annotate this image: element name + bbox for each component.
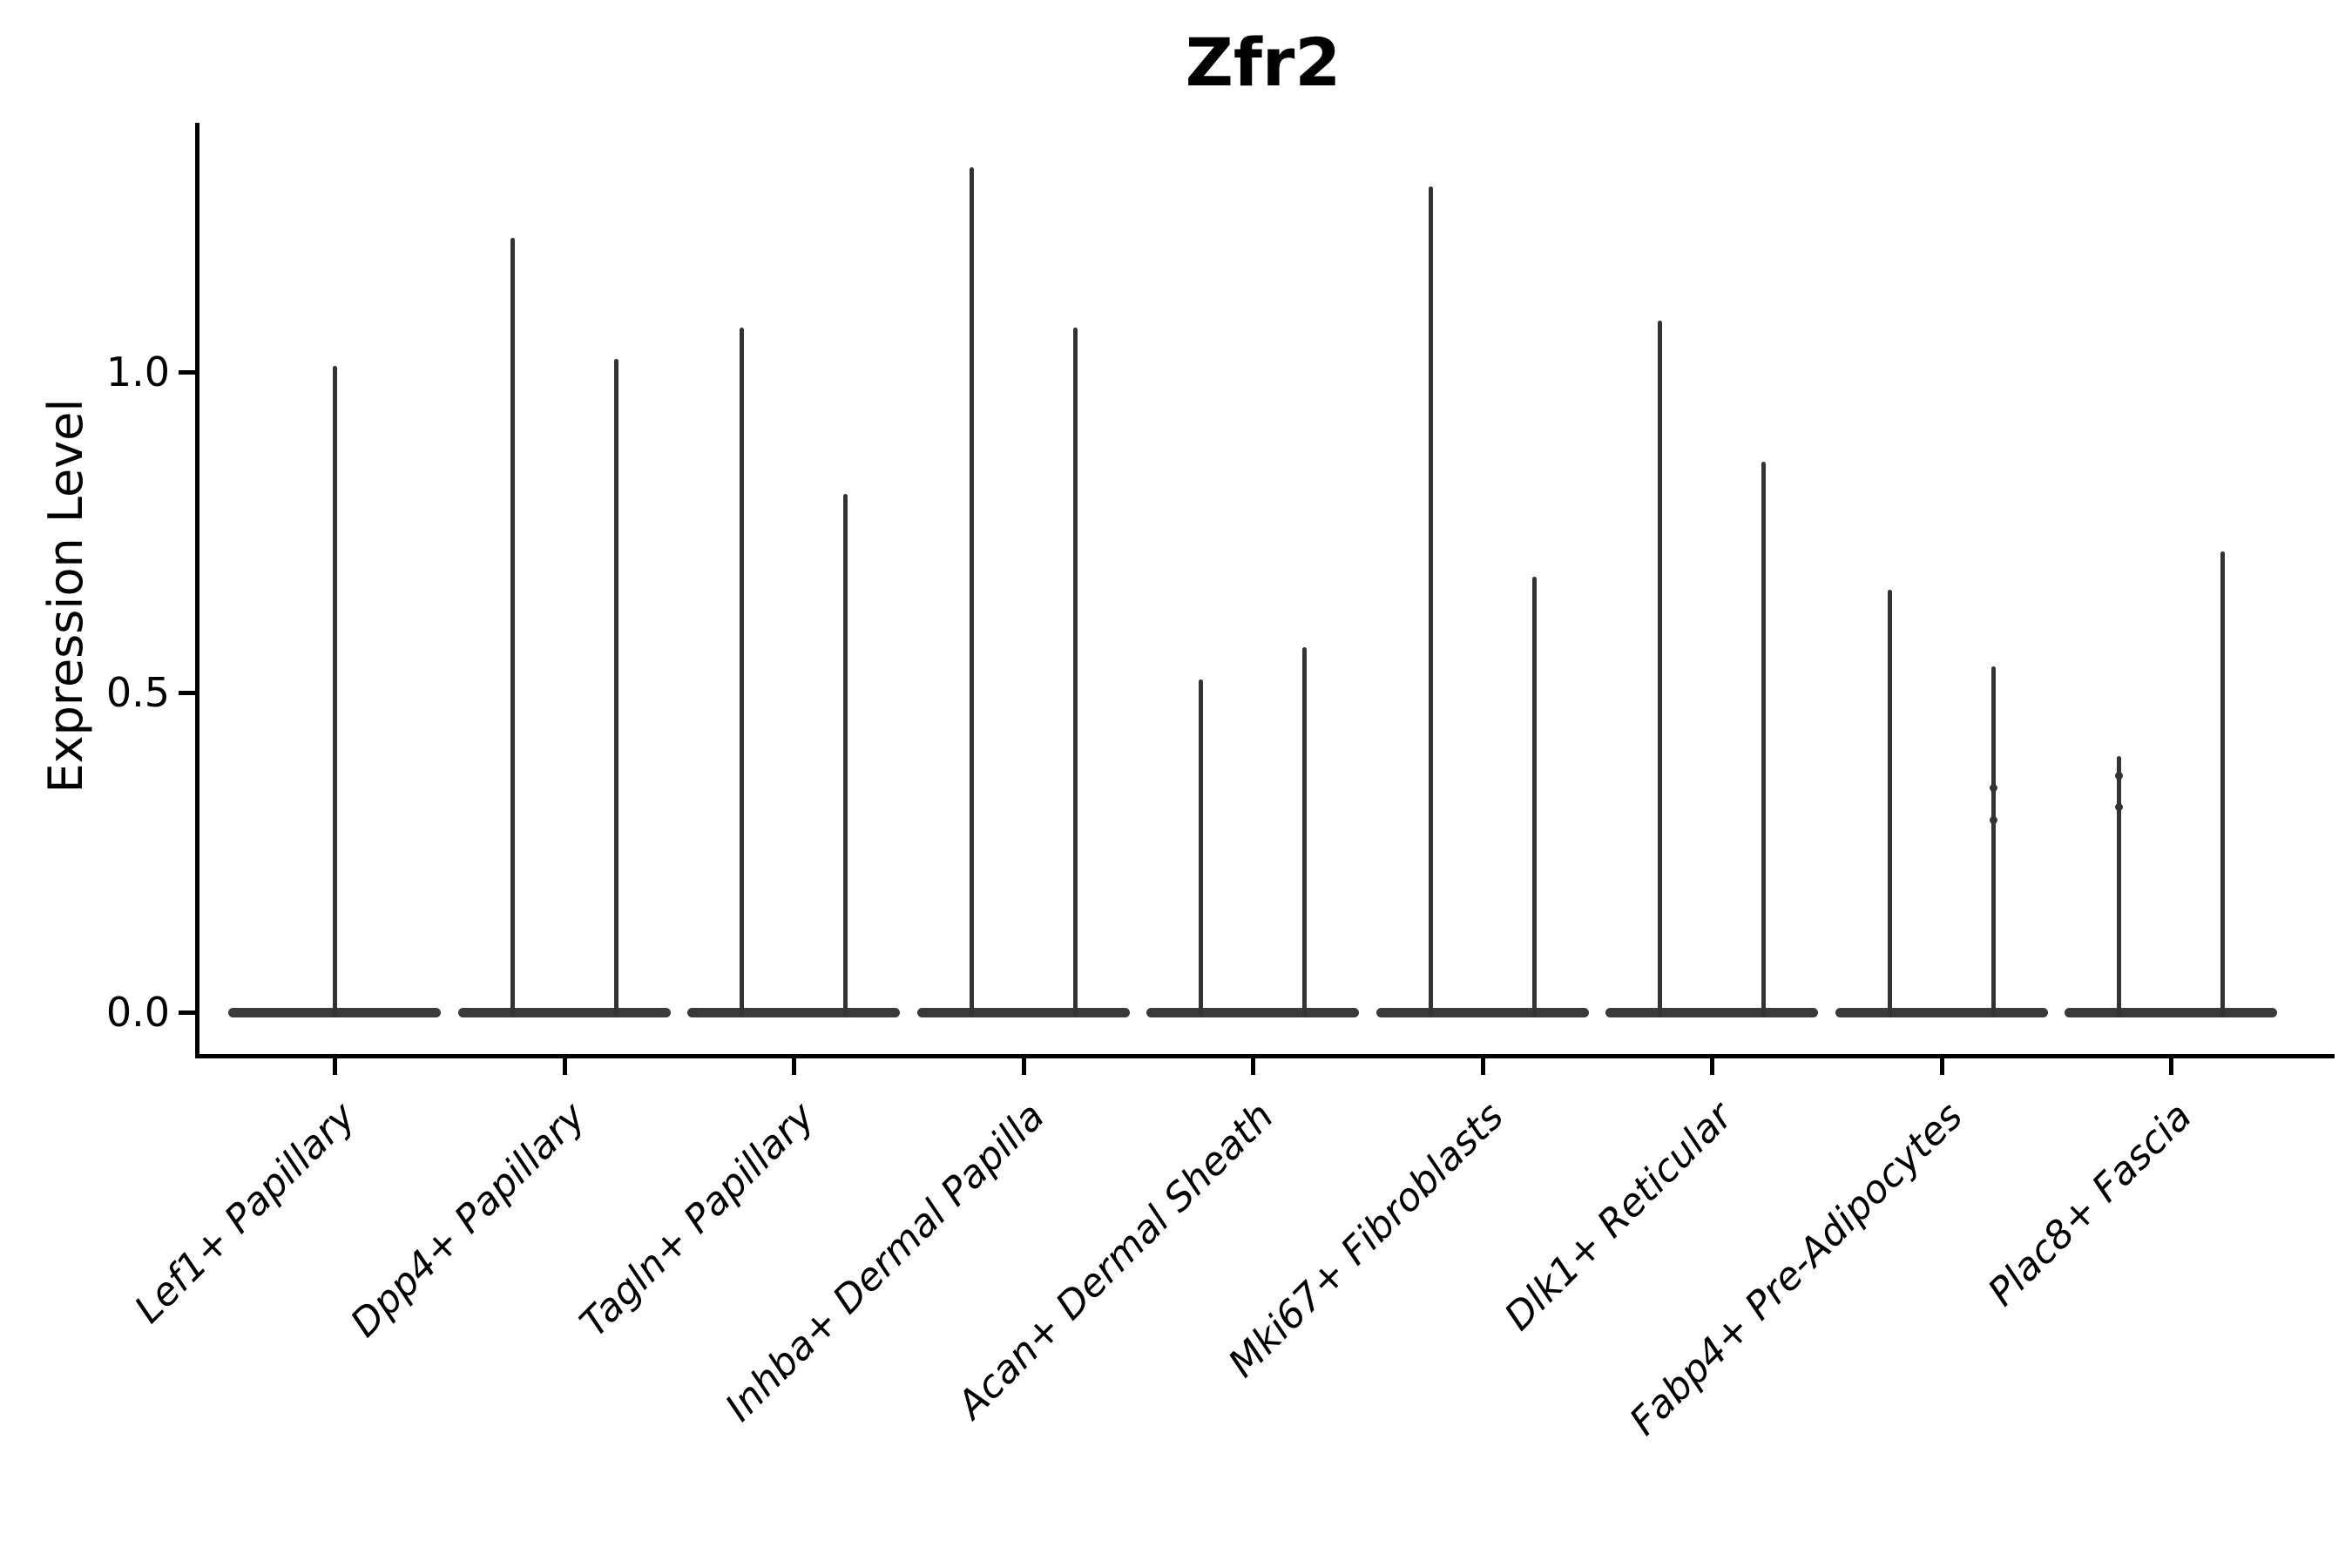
violin-spike	[510, 237, 515, 1017]
y-tick-label: 1.0	[105, 348, 170, 395]
violin-spike	[740, 327, 744, 1017]
violin-base	[1605, 1007, 1818, 1017]
x-tick-mark	[792, 1058, 796, 1075]
violin-base	[1146, 1007, 1359, 1017]
violin-spike	[332, 365, 337, 1017]
violin-spike	[2117, 756, 2121, 1017]
violin-spike	[1072, 327, 1078, 1017]
y-tick-mark	[179, 1010, 195, 1015]
violin-density-bump	[1989, 784, 1997, 793]
violin-base	[687, 1007, 900, 1017]
violin-base	[2065, 1007, 2277, 1017]
chart-title: Zfr2	[1185, 24, 1342, 101]
violin-spike	[2220, 551, 2225, 1017]
violin-spike	[1761, 461, 1766, 1017]
y-tick-label: 0.0	[105, 989, 170, 1036]
x-tick-mark	[1710, 1058, 1714, 1075]
violin-density-bump	[1989, 816, 1997, 824]
violin-spike	[1658, 321, 1662, 1017]
x-tick-mark	[2169, 1058, 2173, 1075]
y-tick-mark	[179, 370, 195, 375]
violin-base	[1375, 1007, 1589, 1017]
violin-density-bump	[2115, 803, 2123, 812]
y-tick-mark	[179, 690, 195, 695]
x-tick-mark	[333, 1058, 337, 1075]
violin-spike	[1199, 679, 1203, 1017]
violin-spike	[843, 493, 848, 1017]
violin-spike	[613, 359, 618, 1017]
violin-base	[916, 1007, 1130, 1017]
violin-spike	[1887, 589, 1892, 1017]
x-tick-mark	[1251, 1058, 1255, 1075]
x-tick-mark	[1021, 1058, 1026, 1075]
y-tick-label: 0.5	[105, 668, 170, 716]
violin-density-bump	[2115, 771, 2123, 780]
violin-spike	[1990, 666, 1996, 1017]
x-tick-mark	[562, 1058, 567, 1075]
y-axis-spine	[195, 123, 199, 1058]
violin-spike	[1302, 647, 1307, 1017]
violin-base	[1835, 1007, 2048, 1017]
violin-base	[457, 1007, 671, 1017]
violin-spike	[1428, 186, 1433, 1017]
x-tick-mark	[1480, 1058, 1485, 1075]
violin-spike	[1531, 577, 1537, 1017]
x-axis-spine	[195, 1054, 2335, 1058]
x-tick-mark	[1939, 1058, 1944, 1075]
violin-spike	[969, 166, 974, 1017]
